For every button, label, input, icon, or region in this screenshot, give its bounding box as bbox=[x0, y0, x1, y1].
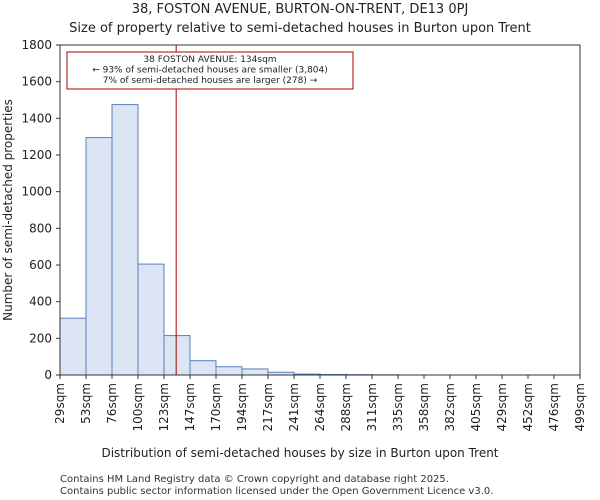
bar-123sqm bbox=[163, 335, 191, 376]
marker-annotation-line-2: ← 93% of semi-detached houses are smalle… bbox=[92, 66, 328, 76]
x-tick-label-499sqm: 499sqm bbox=[573, 383, 587, 431]
y-tick-label-1600: 1600 bbox=[21, 75, 52, 89]
footer-line-2: Contains public sector information licen… bbox=[60, 486, 493, 497]
x-tick-label-53sqm: 53sqm bbox=[79, 383, 93, 424]
y-tick-label-400: 400 bbox=[29, 295, 52, 309]
y-tick-label-1000: 1000 bbox=[21, 185, 52, 199]
x-tick-label-335sqm: 335sqm bbox=[391, 383, 405, 431]
bar-147sqm bbox=[189, 360, 217, 376]
bar-100sqm bbox=[137, 263, 165, 376]
y-tick-label-1200: 1200 bbox=[21, 148, 52, 162]
x-tick-label-476sqm: 476sqm bbox=[547, 383, 561, 431]
y-axis: 0 200 400 600 800 1000 1200 1400 1600 1800 bbox=[21, 38, 60, 382]
y-tick-label-600: 600 bbox=[29, 258, 52, 272]
x-tick-label-405sqm: 405sqm bbox=[469, 383, 483, 431]
x-tick-label-123sqm: 123sqm bbox=[157, 383, 171, 431]
x-tick-label-170sqm: 170sqm bbox=[209, 383, 223, 431]
x-axis-label: Distribution of semi-detached houses by … bbox=[101, 446, 498, 460]
x-tick-label-147sqm: 147sqm bbox=[183, 383, 197, 431]
x-axis: 29sqm 53sqm 76sqm 100sqm 123sqm 147sqm 170sqm 1… bbox=[53, 375, 587, 431]
x-tick-label-29sqm: 29sqm bbox=[53, 383, 67, 424]
plot-frame bbox=[59, 44, 581, 376]
bar-76sqm bbox=[111, 104, 139, 376]
bar-194sqm bbox=[241, 368, 269, 376]
y-tick-label-1800: 1800 bbox=[21, 38, 52, 52]
x-tick-label-358sqm: 358sqm bbox=[417, 383, 431, 431]
x-tick-label-311sqm: 311sqm bbox=[365, 383, 379, 431]
bar-29sqm bbox=[59, 317, 87, 376]
chart-subtitle: Size of property relative to semi-detach… bbox=[69, 21, 531, 36]
bars-group bbox=[59, 104, 399, 376]
footer-line-1: Contains HM Land Registry data © Crown c… bbox=[60, 474, 449, 485]
x-tick-label-100sqm: 100sqm bbox=[131, 383, 145, 431]
x-tick-label-217sqm: 217sqm bbox=[261, 383, 275, 431]
x-tick-label-76sqm: 76sqm bbox=[105, 383, 119, 424]
y-tick-label-200: 200 bbox=[29, 331, 52, 345]
y-tick-label-800: 800 bbox=[29, 221, 52, 235]
x-tick-label-194sqm: 194sqm bbox=[235, 383, 249, 431]
x-tick-label-429sqm: 429sqm bbox=[495, 383, 509, 431]
bar-170sqm bbox=[215, 366, 243, 376]
chart-title: 38, FOSTON AVENUE, BURTON-ON-TRENT, DE13… bbox=[132, 2, 469, 17]
x-tick-label-382sqm: 382sqm bbox=[443, 383, 457, 431]
y-tick-label-0: 0 bbox=[44, 368, 52, 382]
y-tick-label-1400: 1400 bbox=[21, 111, 52, 125]
bar-53sqm bbox=[85, 137, 113, 376]
x-tick-label-264sqm: 264sqm bbox=[313, 383, 327, 431]
marker-annotation-line-3: 7% of semi-detached houses are larger (2… bbox=[103, 76, 318, 86]
x-tick-label-452sqm: 452sqm bbox=[521, 383, 535, 431]
property-marker: 38 FOSTON AVENUE: 134sqm← 93% of semi-de… bbox=[66, 45, 354, 375]
y-axis-label: Number of semi-detached properties bbox=[1, 99, 15, 321]
x-tick-label-288sqm: 288sqm bbox=[339, 383, 353, 431]
x-tick-label-241sqm: 241sqm bbox=[287, 383, 301, 431]
marker-annotation-line-1: 38 FOSTON AVENUE: 134sqm bbox=[143, 55, 276, 65]
marker-annotation-box bbox=[66, 51, 354, 90]
